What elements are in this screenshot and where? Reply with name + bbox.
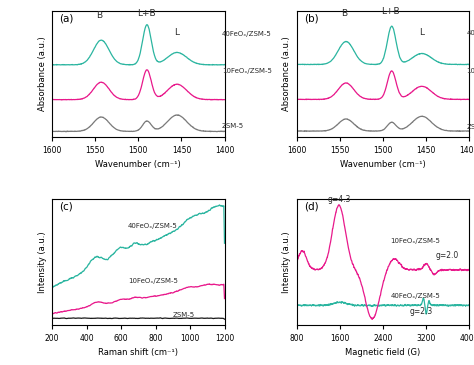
Text: ZSM-5: ZSM-5 <box>467 124 474 130</box>
Text: B: B <box>97 11 102 20</box>
Text: g=2.0: g=2.0 <box>436 251 459 261</box>
Text: ZSM-5: ZSM-5 <box>173 312 195 318</box>
Text: L: L <box>174 28 180 37</box>
Text: 40FeOₓ/ZSM-5: 40FeOₓ/ZSM-5 <box>222 31 272 37</box>
Text: 10FeOₓ/ZSM-5: 10FeOₓ/ZSM-5 <box>391 238 440 244</box>
X-axis label: Raman shift (cm⁻¹): Raman shift (cm⁻¹) <box>98 349 178 357</box>
Text: (b): (b) <box>304 14 319 23</box>
Text: g=2.3: g=2.3 <box>409 307 432 316</box>
Y-axis label: Intensity (a.u.): Intensity (a.u.) <box>37 231 46 293</box>
Text: (d): (d) <box>304 202 319 212</box>
Text: ZSM-5: ZSM-5 <box>222 123 244 129</box>
Text: 40FeOₓ/ZSM-5: 40FeOₓ/ZSM-5 <box>391 293 440 299</box>
Y-axis label: Absorbance (a.u.): Absorbance (a.u.) <box>283 36 292 111</box>
Text: 10FeOₓ/ZSM-5: 10FeOₓ/ZSM-5 <box>128 278 178 284</box>
Y-axis label: Intensity (a.u.): Intensity (a.u.) <box>283 231 292 293</box>
Text: B: B <box>341 9 347 18</box>
Text: (c): (c) <box>59 202 73 212</box>
Text: g=4.3: g=4.3 <box>327 195 351 204</box>
Text: 40FeOₓ/ZSM-5: 40FeOₓ/ZSM-5 <box>467 30 474 36</box>
X-axis label: Wavenumber (cm⁻¹): Wavenumber (cm⁻¹) <box>340 160 426 169</box>
Text: (a): (a) <box>59 14 73 23</box>
Text: 10FeOₓ/ZSM-5: 10FeOₓ/ZSM-5 <box>222 68 272 74</box>
Y-axis label: Absorbance (a.u.): Absorbance (a.u.) <box>37 36 46 111</box>
Text: 10FeOₓ/ZSM-5: 10FeOₓ/ZSM-5 <box>467 68 474 74</box>
X-axis label: Wavenumber (cm⁻¹): Wavenumber (cm⁻¹) <box>95 160 181 169</box>
Text: L+B: L+B <box>137 8 155 18</box>
Text: L: L <box>419 28 424 37</box>
Text: 40FeOₓ/ZSM-5: 40FeOₓ/ZSM-5 <box>128 223 178 229</box>
Text: L+B: L+B <box>382 7 400 16</box>
X-axis label: Magnetic field (G): Magnetic field (G) <box>346 349 421 357</box>
